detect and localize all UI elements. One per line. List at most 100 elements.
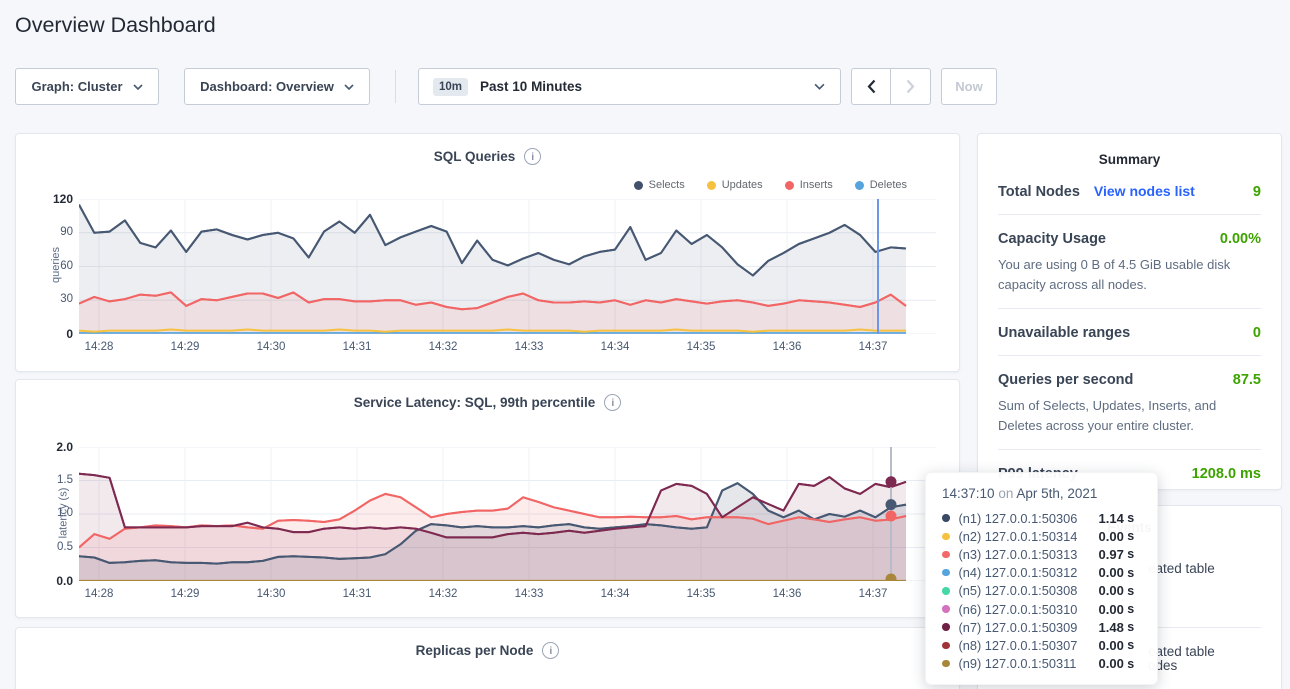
now-button[interactable]: Now <box>941 68 997 105</box>
tooltip-unit: s <box>1124 638 1134 652</box>
chevron-down-icon <box>133 84 143 90</box>
info-icon[interactable]: i <box>524 148 541 165</box>
tooltip-row: (n6) 127.0.0.1:503100.00 s <box>942 600 1143 618</box>
y-axis-tick: 60 <box>16 260 73 272</box>
legend-item: Updates <box>707 179 763 191</box>
x-axis-tick: 14:28 <box>76 341 122 353</box>
tooltip-row: (n8) 127.0.0.1:503070.00 s <box>942 636 1143 654</box>
tooltip-unit: s <box>1124 584 1134 598</box>
summary-row-value: 0.00% <box>1220 231 1261 247</box>
tooltip-node-label: (n7) 127.0.0.1:50309 <box>959 620 1099 635</box>
sql-queries-legend: Selects Updates Inserts Deletes <box>634 179 907 191</box>
series-color-dot <box>942 514 950 522</box>
event-item-text: eated table <box>1148 644 1215 659</box>
x-axis-tick: 14:33 <box>506 588 552 600</box>
summary-row-description: Sum of Selects, Updates, Inserts, and De… <box>998 396 1261 435</box>
tooltip-row: (n1) 127.0.0.1:503061.14 s <box>942 509 1143 527</box>
tooltip-unit: s <box>1124 657 1134 671</box>
dashboard-dropdown[interactable]: Dashboard: Overview <box>184 68 370 105</box>
tooltip-node-label: (n5) 127.0.0.1:50308 <box>959 583 1099 598</box>
summary-row-label: Capacity Usage <box>998 231 1106 247</box>
tooltip-row: (n7) 127.0.0.1:503091.48 s <box>942 618 1143 636</box>
chevron-left-icon <box>867 79 876 94</box>
series-color-dot <box>942 533 950 541</box>
series-color-dot <box>942 551 950 559</box>
time-prev-button[interactable] <box>851 68 891 105</box>
info-icon[interactable]: i <box>542 642 559 659</box>
info-icon[interactable]: i <box>604 394 621 411</box>
sql-queries-chart-title: SQL Queries <box>434 149 516 164</box>
legend-label: Inserts <box>800 179 833 191</box>
event-item-text: eated table <box>1148 561 1215 576</box>
time-range-label: Past 10 Minutes <box>480 79 582 94</box>
summary-row: Unavailable ranges 0 <box>998 309 1261 356</box>
tooltip-node-label: (n1) 127.0.0.1:50306 <box>959 511 1099 526</box>
chart-hover-tooltip: 14:37:10 on Apr 5th, 2021 (n1) 127.0.0.1… <box>925 472 1158 685</box>
tooltip-node-value: 0.00 <box>1099 565 1124 580</box>
x-axis-tick: 14:29 <box>162 588 208 600</box>
tooltip-unit: s <box>1124 529 1134 543</box>
graph-dropdown-label: Graph: Cluster <box>31 79 122 94</box>
y-axis-tick: 30 <box>16 293 73 305</box>
y-axis-tick: 1.5 <box>16 474 73 486</box>
replicas-card: Replicas per Node i <box>15 627 960 689</box>
x-axis-tick: 14:32 <box>420 588 466 600</box>
tooltip-node-value: 0.00 <box>1099 529 1124 544</box>
y-axis-tick: 90 <box>16 226 73 238</box>
y-axis-tick: 0 <box>16 327 73 341</box>
dashboard-dropdown-label: Dashboard: Overview <box>200 79 334 94</box>
tooltip-node-value: 0.00 <box>1099 638 1124 653</box>
tooltip-node-label: (n9) 127.0.0.1:50311 <box>959 656 1099 671</box>
tooltip-unit: s <box>1124 602 1134 616</box>
legend-label: Selects <box>649 179 685 191</box>
series-color-dot <box>942 642 950 650</box>
tooltip-node-value: 0.00 <box>1099 602 1124 617</box>
sql-queries-chart[interactable] <box>79 199 936 339</box>
tooltip-node-value: 1.48 <box>1099 620 1124 635</box>
tooltip-node-label: (n3) 127.0.0.1:50313 <box>959 547 1099 562</box>
tooltip-unit: s <box>1124 511 1134 525</box>
series-color-dot <box>942 569 950 577</box>
x-axis-tick: 14:30 <box>248 341 294 353</box>
x-axis-tick: 14:34 <box>592 341 638 353</box>
replicas-chart-title: Replicas per Node <box>416 643 534 658</box>
summary-row-label: Unavailable ranges <box>998 325 1130 341</box>
series-color-dot <box>942 587 950 595</box>
x-axis-tick: 14:32 <box>420 341 466 353</box>
legend-label: Updates <box>722 179 763 191</box>
x-axis-tick: 14:31 <box>334 588 380 600</box>
toolbar-divider <box>395 70 396 103</box>
tooltip-node-label: (n6) 127.0.0.1:50310 <box>959 602 1099 617</box>
tooltip-node-label: (n8) 127.0.0.1:50307 <box>959 638 1099 653</box>
tooltip-unit: s <box>1124 547 1134 561</box>
time-next-button[interactable] <box>890 68 931 105</box>
x-axis-tick: 14:35 <box>678 588 724 600</box>
latency-chart-title: Service Latency: SQL, 99th percentile <box>354 395 596 410</box>
latency-chart[interactable] <box>79 447 936 586</box>
time-range-selector[interactable]: 10m Past 10 Minutes <box>418 68 841 105</box>
tooltip-node-value: 1.14 <box>1099 511 1124 526</box>
tooltip-row: (n2) 127.0.0.1:503140.00 s <box>942 527 1143 545</box>
summary-row-description: You are using 0 B of 4.5 GiB usable disk… <box>998 255 1261 294</box>
y-axis-tick: 0.0 <box>16 574 73 588</box>
summary-row: Queries per second87.5Sum of Selects, Up… <box>998 356 1261 450</box>
y-axis-tick: 1.0 <box>16 507 73 519</box>
x-axis-tick: 14:33 <box>506 341 552 353</box>
legend-dot <box>634 181 643 190</box>
chevron-right-icon <box>906 79 915 94</box>
tooltip-node-value: 0.00 <box>1099 583 1124 598</box>
summary-panel: Summary Total NodesView nodes list9Capac… <box>977 133 1282 490</box>
tooltip-timestamp: 14:37:10 on Apr 5th, 2021 <box>942 486 1143 501</box>
tooltip-row: (n4) 127.0.0.1:503120.00 s <box>942 564 1143 582</box>
summary-row-value: 0 <box>1253 325 1261 341</box>
legend-item: Inserts <box>785 179 833 191</box>
legend-label: Deletes <box>870 179 907 191</box>
y-axis-tick: 120 <box>16 192 73 206</box>
page-title: Overview Dashboard <box>15 13 216 38</box>
graph-dropdown[interactable]: Graph: Cluster <box>15 68 159 105</box>
x-axis-tick: 14:30 <box>248 588 294 600</box>
time-range-badge: 10m <box>433 78 468 96</box>
view-nodes-list-link[interactable]: View nodes list <box>1094 183 1195 199</box>
summary-row-value: 9 <box>1253 184 1261 200</box>
tooltip-node-value: 0.00 <box>1099 656 1124 671</box>
